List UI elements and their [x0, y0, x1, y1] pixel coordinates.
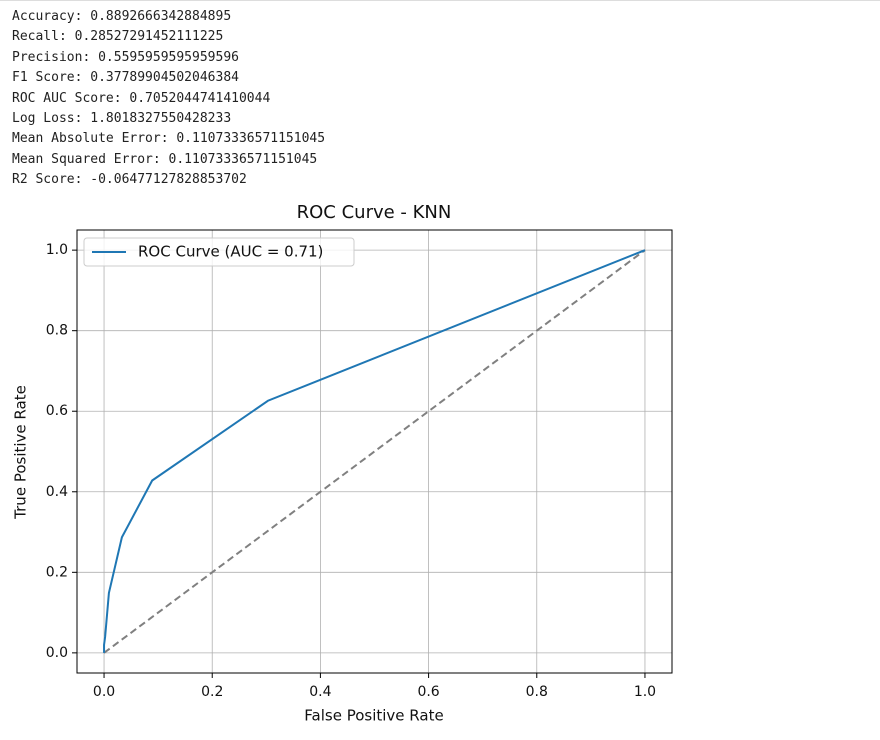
legend-box	[83, 237, 355, 267]
x-tick-label: 1.0	[634, 684, 656, 700]
output-line: ROC AUC Score: 0.7052044741410044	[12, 90, 271, 106]
output-line: Precision: 0.5595959595959596	[12, 49, 239, 65]
y-tick-label: 0.8	[46, 323, 68, 339]
axes-frame	[76, 229, 673, 674]
output-line: Mean Absolute Error: 0.11073336571151045	[12, 131, 326, 147]
output-line: Log Loss: 1.8018327550428233	[12, 111, 232, 127]
series-line	[103, 249, 646, 653]
output-line: Mean Squared Error: 0.11073336571151045	[12, 151, 318, 167]
output-line: Accuracy: 0.8892666342884895	[12, 9, 232, 24]
x-tick-label: 0.6	[417, 684, 439, 700]
x-tick-label: 0.8	[526, 684, 548, 700]
x-tick-label: 0.0	[93, 684, 115, 700]
y-tick-label: 1.0	[46, 242, 68, 258]
reference-line	[103, 249, 646, 654]
x-tick-label: 0.4	[309, 684, 331, 700]
chart-title: ROC Curve - KNN	[297, 202, 452, 223]
output-text: Accuracy: 0.8892666342884895 Recall: 0.28…	[12, 7, 325, 191]
legend-label: ROC Curve (AUC = 0.71)	[138, 243, 323, 261]
y-tick-label: 0.0	[46, 645, 68, 661]
y-axis-label: True Positive Rate	[12, 385, 30, 520]
output-line: F1 Score: 0.37789904502046384	[12, 70, 239, 86]
x-axis-label: False Positive Rate	[304, 707, 443, 725]
y-tick-label: 0.6	[46, 403, 68, 419]
output-line: Recall: 0.28527291452111225	[12, 29, 224, 45]
y-tick-label: 0.2	[46, 564, 68, 580]
output-line: R2 Score: -0.06477127828853702	[12, 172, 247, 188]
y-tick-label: 0.4	[46, 484, 68, 500]
x-tick-label: 0.2	[201, 684, 223, 700]
